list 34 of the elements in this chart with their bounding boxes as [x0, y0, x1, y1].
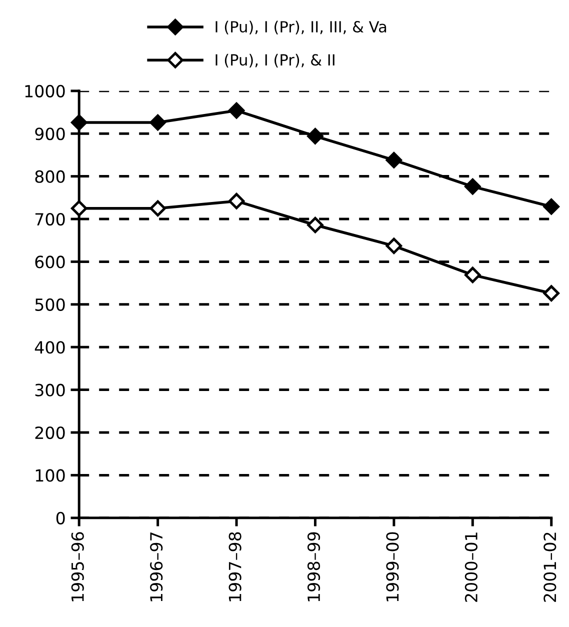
- legend-label: I (Pu), I (Pr), II, III, & Va: [216, 20, 386, 34]
- x-tick-label: 1997–98: [228, 532, 242, 602]
- point: [228, 192, 245, 210]
- y-tick-label: 100: [36, 469, 65, 482]
- point: [307, 216, 324, 234]
- point: [150, 200, 166, 216]
- y-tick-label: 800: [35, 170, 65, 183]
- y-tick-label: 600: [35, 256, 65, 268]
- x-tick-label: 1999–00: [386, 532, 399, 602]
- point: [150, 114, 166, 131]
- legend-label: I (Pu), I (Pr), & II: [216, 54, 334, 68]
- y-tick-label: 900: [35, 128, 65, 140]
- point: [386, 238, 402, 254]
- x-tick-label: 2000–01: [464, 532, 478, 602]
- point: [464, 178, 481, 195]
- y-tick-label: 1000: [25, 84, 65, 98]
- y-tick-label: 700: [35, 212, 65, 226]
- y-tick-label: 300: [35, 384, 65, 396]
- point: [386, 152, 402, 168]
- point: [228, 102, 245, 119]
- point: [70, 200, 88, 216]
- point: [70, 114, 88, 131]
- y-tick-label: 400: [34, 341, 65, 354]
- y-tick-label: 200: [35, 426, 65, 440]
- y-tick-label: 0: [56, 512, 65, 524]
- point: [543, 285, 560, 302]
- x-tick-label: 1995–96: [71, 532, 84, 602]
- x-tick-label: 1998–99: [307, 532, 320, 602]
- x-tick-label: 1996–97: [150, 532, 163, 602]
- point: [307, 128, 324, 144]
- point: [543, 198, 560, 215]
- y-tick-label: 500: [35, 298, 65, 311]
- x-tick-label: 2001–02: [544, 532, 556, 602]
- point: [464, 266, 481, 284]
